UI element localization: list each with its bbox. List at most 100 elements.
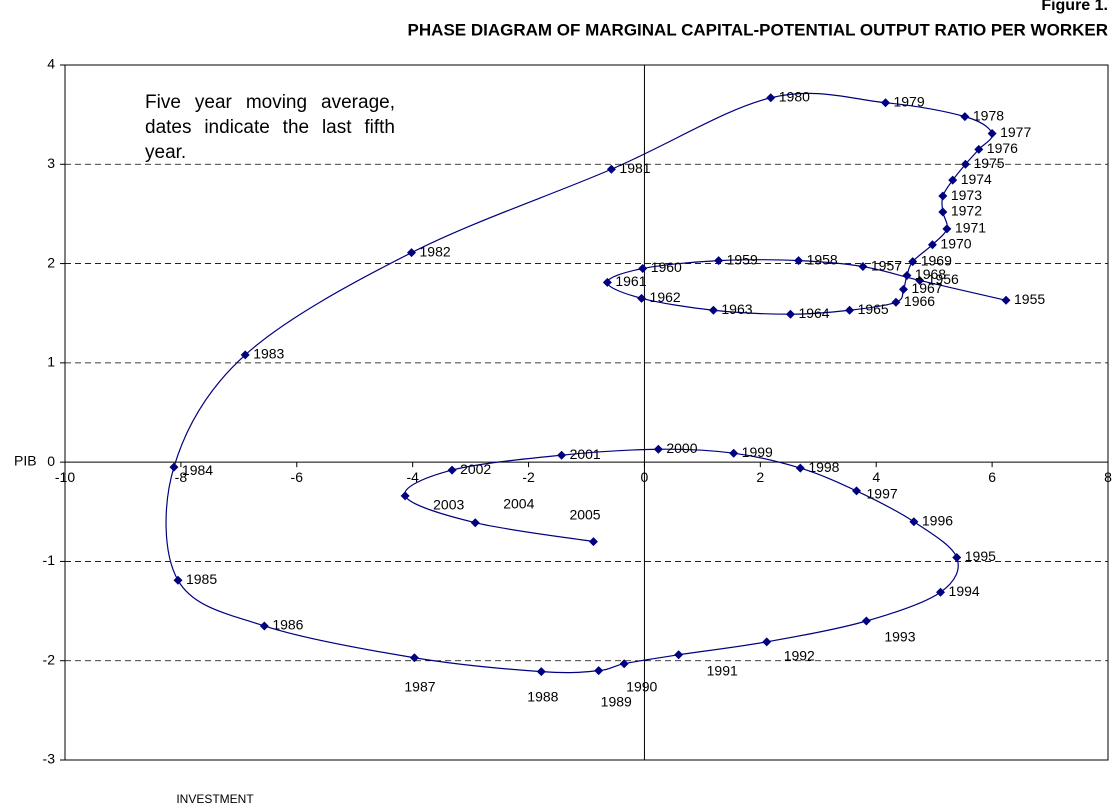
- point-label: 1998: [808, 459, 839, 475]
- data-point: [619, 659, 629, 669]
- point-label: 1982: [420, 243, 451, 259]
- data-point: [936, 587, 946, 597]
- data-point: [858, 262, 868, 272]
- x-tick-label: 6: [988, 469, 996, 485]
- data-point: [909, 517, 919, 527]
- point-label: 1974: [961, 171, 992, 187]
- data-point: [674, 650, 684, 660]
- point-label: 1976: [987, 140, 1018, 156]
- point-label: 1985: [186, 571, 217, 587]
- point-label: 1971: [955, 220, 986, 236]
- data-point: [240, 350, 250, 360]
- data-point: [653, 444, 663, 454]
- point-label: 1965: [858, 301, 889, 317]
- data-point: [795, 463, 805, 473]
- data-point: [536, 667, 546, 677]
- point-label: 2000: [666, 440, 697, 456]
- point-label: 2001: [570, 446, 601, 462]
- data-point: [409, 653, 419, 663]
- point-label: 1983: [253, 346, 284, 362]
- point-label: 1972: [951, 203, 982, 219]
- x-tick-label: 8: [1104, 469, 1112, 485]
- x-tick-label: 0: [641, 469, 649, 485]
- x-tick-label: 4: [872, 469, 880, 485]
- point-label: 1963: [721, 301, 752, 317]
- point-label: 1956: [928, 271, 959, 287]
- data-point: [852, 486, 862, 496]
- point-label: 1957: [871, 257, 902, 273]
- data-point: [638, 264, 648, 274]
- point-label: 1975: [973, 155, 1004, 171]
- point-label: 1973: [951, 187, 982, 203]
- data-point: [606, 164, 616, 174]
- plot-frame: [64, 64, 1109, 761]
- data-point: [588, 537, 598, 547]
- data-point: [902, 270, 912, 280]
- point-label: 1960: [651, 259, 682, 275]
- data-point: [891, 297, 901, 307]
- x-tick-label: 2: [756, 469, 764, 485]
- data-point: [407, 248, 417, 258]
- data-point: [637, 293, 647, 303]
- y-axis-label: PIB: [14, 453, 37, 469]
- data-point: [880, 98, 890, 108]
- point-label: 1992: [784, 648, 815, 664]
- data-point: [259, 621, 269, 631]
- point-label: 1964: [798, 305, 829, 321]
- data-point: [729, 448, 739, 458]
- point-label: 1967: [911, 280, 942, 296]
- point-label: 2003: [433, 497, 464, 513]
- x-tick-label: -8: [175, 469, 188, 485]
- point-label: 1986: [272, 617, 303, 633]
- data-point: [785, 309, 795, 319]
- point-label: 1987: [404, 678, 435, 694]
- x-tick-label: -6: [291, 469, 304, 485]
- point-label: 1988: [527, 688, 558, 704]
- x-axis-label: INVESTMENT: [176, 792, 254, 806]
- data-point: [987, 129, 997, 139]
- point-label: 1970: [940, 235, 971, 251]
- y-tick-label: -2: [43, 651, 56, 667]
- data-point: [915, 275, 925, 285]
- y-tick-label: -1: [43, 552, 56, 568]
- data-point: [960, 159, 970, 169]
- point-label: 1958: [807, 251, 838, 267]
- point-label: 1979: [893, 93, 924, 109]
- data-point: [714, 256, 724, 266]
- y-tick-label: 1: [47, 354, 55, 370]
- point-label: 1980: [779, 88, 810, 104]
- data-point: [708, 305, 718, 315]
- point-label: 1990: [626, 678, 657, 694]
- point-label: 1969: [921, 252, 952, 268]
- data-point: [169, 462, 179, 472]
- y-tick-label: 4: [47, 56, 55, 72]
- chart-title: PHASE DIAGRAM OF MARGINAL CAPITAL-POTENT…: [408, 20, 1108, 39]
- point-label: 1966: [904, 293, 935, 309]
- point-label: 1959: [727, 251, 758, 267]
- trajectory-line: [165, 92, 1007, 674]
- point-label: 1968: [915, 266, 946, 282]
- point-label: 1961: [615, 273, 646, 289]
- data-point: [908, 257, 918, 267]
- x-tick-label: -2: [522, 469, 535, 485]
- point-label: 2002: [460, 461, 491, 477]
- data-point: [861, 616, 871, 626]
- y-tick-label: -3: [43, 751, 56, 767]
- point-label: 1991: [707, 662, 738, 678]
- data-point: [948, 175, 958, 185]
- point-label: 1977: [1000, 124, 1031, 140]
- point-label: 1981: [619, 160, 650, 176]
- data-point: [974, 144, 984, 154]
- data-point: [952, 552, 962, 562]
- figure-label: Figure 1.: [1041, 0, 1108, 14]
- data-point: [447, 465, 457, 475]
- x-tick-label: -4: [406, 469, 419, 485]
- point-label: 1997: [867, 486, 898, 502]
- data-point: [400, 491, 410, 501]
- y-tick-label: 0: [47, 453, 55, 469]
- data-point: [602, 277, 612, 287]
- data-point: [1001, 295, 1011, 305]
- point-label: 1995: [965, 548, 996, 564]
